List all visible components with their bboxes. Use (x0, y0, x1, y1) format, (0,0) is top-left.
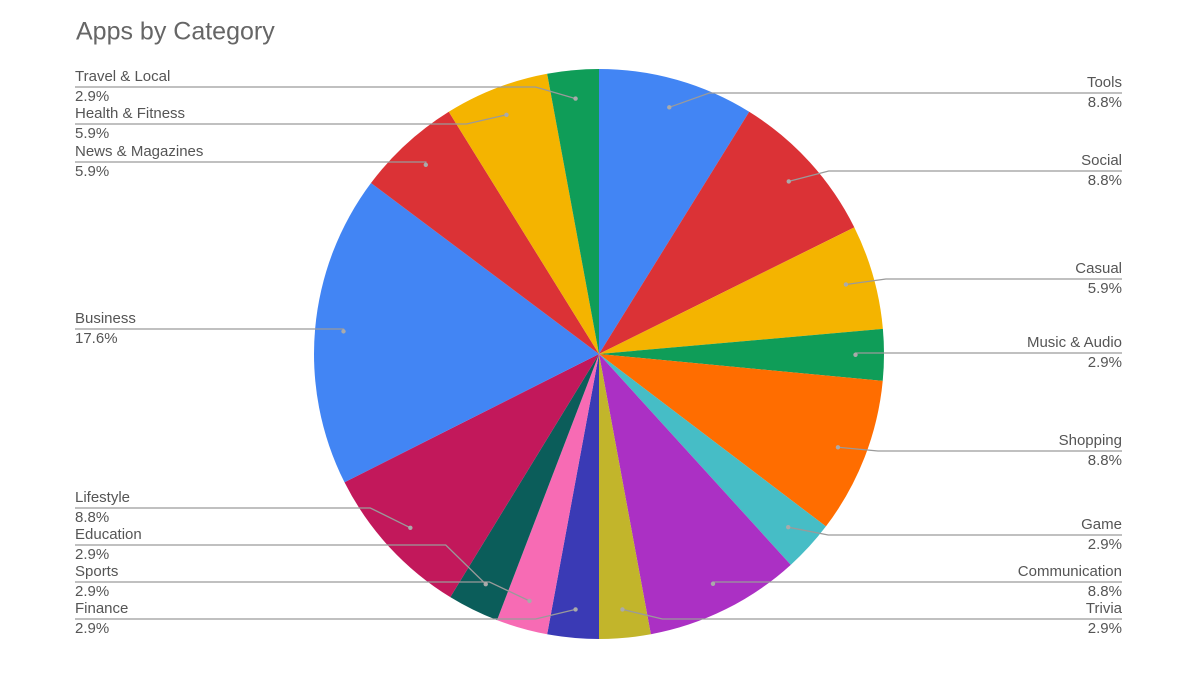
leader-dot (843, 282, 849, 287)
pie-slice (599, 69, 750, 354)
slice-value-label: 2.9% (1088, 536, 1122, 553)
leader-dot (341, 329, 346, 334)
slice-value-label: 17.6% (75, 330, 118, 347)
slice-value-label: 5.9% (1088, 280, 1122, 297)
pie-slice (448, 73, 599, 354)
leader-line (622, 608, 1122, 620)
slice-value-label: 2.9% (1088, 620, 1122, 637)
leader-line (669, 92, 1122, 108)
slice-label: Music & Audio (1027, 334, 1122, 351)
leader-line (75, 507, 411, 529)
leader-dot (835, 445, 841, 450)
leader-line (845, 278, 1122, 286)
leader-dot (504, 112, 509, 117)
chart-title: Apps by Category (76, 18, 275, 46)
leader-line (75, 161, 427, 165)
leader-dot (423, 162, 429, 167)
slice-value-label: 5.9% (75, 163, 109, 180)
leader-line (75, 86, 576, 100)
slice-value-label: 8.8% (1088, 452, 1122, 469)
pie-slice (547, 69, 599, 354)
pie-slice (599, 227, 883, 354)
slice-label: Education (75, 526, 142, 543)
slice-label: Tools (1087, 74, 1122, 91)
leader-dot (620, 607, 625, 612)
slice-label: Game (1081, 516, 1122, 533)
pie-slice (599, 354, 791, 635)
leader-line (837, 446, 1122, 452)
leader-dot (573, 607, 578, 612)
leader-line (854, 352, 1122, 355)
slice-label: Communication (1018, 563, 1122, 580)
leader-dot (667, 105, 672, 110)
pie-slice (344, 354, 599, 598)
slice-value-label: 2.9% (75, 88, 109, 105)
slice-label: Health & Fitness (75, 105, 185, 122)
pie-slice (370, 111, 599, 354)
slice-value-label: 8.8% (1088, 94, 1122, 111)
pie-slice (599, 354, 883, 527)
pie-slice (599, 328, 885, 381)
slice-label: Casual (1075, 260, 1122, 277)
pie-slice (497, 354, 599, 635)
slice-label: News & Magazines (75, 143, 203, 160)
slice-value-label: 2.9% (75, 546, 109, 563)
slice-label: Business (75, 310, 136, 327)
slice-label: Finance (75, 600, 128, 617)
leader-dot (573, 96, 578, 101)
slice-label: Trivia (1086, 600, 1123, 617)
leader-line (75, 581, 530, 602)
slice-value-label: 8.8% (1088, 172, 1122, 189)
pie-slice (599, 354, 651, 639)
leader-line (75, 608, 576, 620)
slice-value-label: 8.8% (1088, 583, 1122, 600)
pie-slice (599, 354, 826, 565)
slice-label: Sports (75, 563, 118, 580)
leader-line (788, 170, 1122, 183)
slice-label: Lifestyle (75, 489, 130, 506)
pie-slice (314, 183, 599, 483)
leader-line (712, 581, 1122, 584)
slice-label: Travel & Local (75, 68, 170, 85)
pie-slice (547, 354, 599, 639)
leader-dot (786, 524, 791, 530)
leader-dot (483, 581, 488, 587)
leader-line (788, 526, 1122, 536)
slice-label: Social (1081, 152, 1122, 169)
pie-slice (450, 354, 599, 621)
leader-dot (853, 352, 858, 358)
slice-value-label: 2.9% (75, 620, 109, 637)
slice-value-label: 5.9% (75, 125, 109, 142)
leader-line (75, 544, 487, 585)
slice-value-label: 2.9% (75, 583, 109, 600)
leader-line (75, 114, 507, 125)
pie-slice (599, 111, 855, 354)
leader-dot (408, 525, 413, 530)
leader-dot (710, 581, 716, 586)
leader-dot (527, 598, 532, 604)
slice-value-label: 8.8% (75, 509, 109, 526)
leader-dot (786, 179, 791, 184)
slice-value-label: 2.9% (1088, 354, 1122, 371)
slice-label: Shopping (1059, 432, 1122, 449)
